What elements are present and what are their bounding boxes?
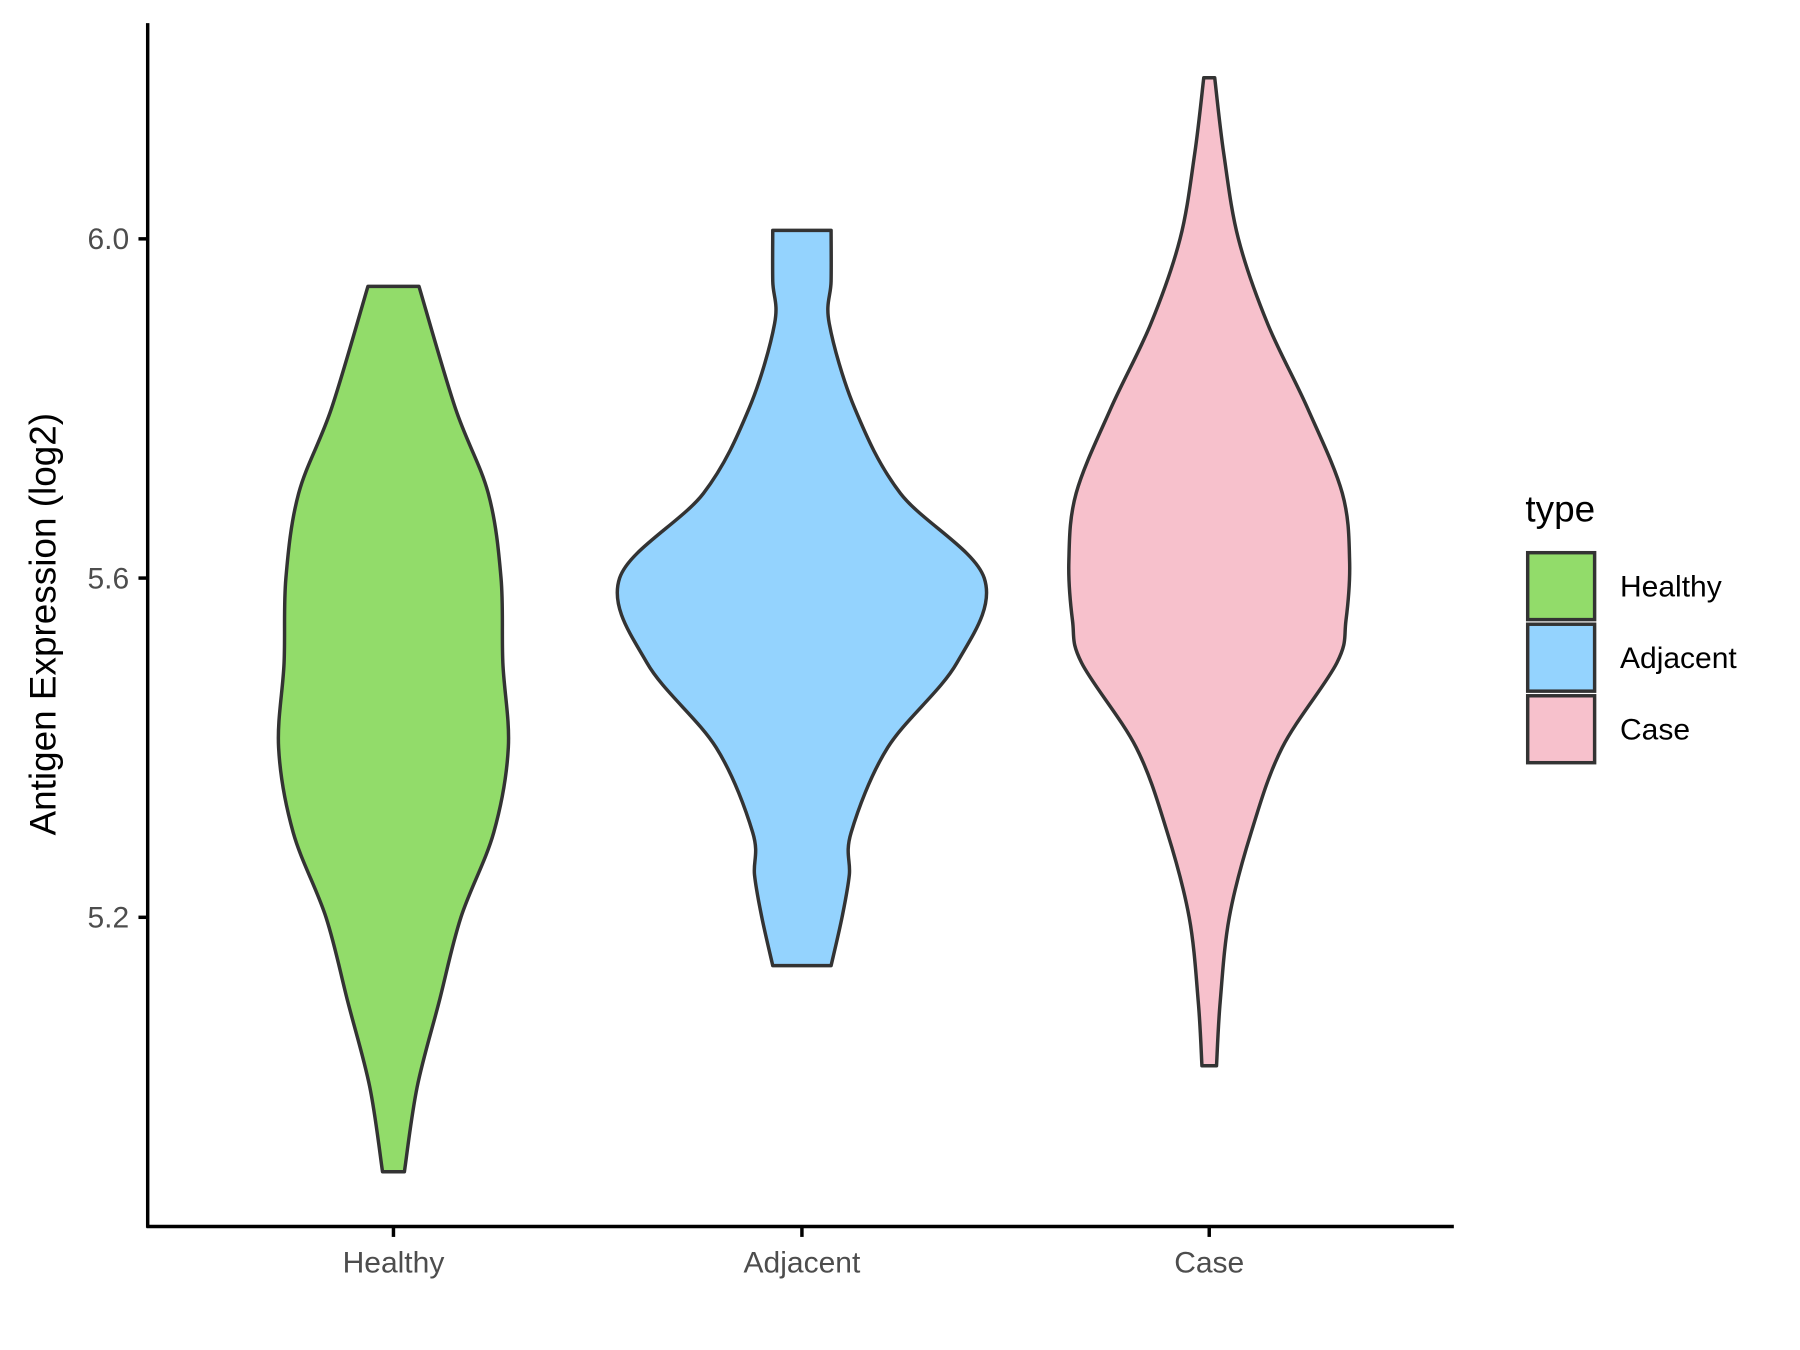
- y-tick-label: 6.0: [88, 223, 130, 256]
- legend-key-healthy: [1525, 550, 1597, 622]
- legend-key-adjacent: [1525, 622, 1597, 693]
- y-axis-title: Antigen Expression (log2): [22, 413, 63, 836]
- violin-adjacent: [615, 228, 989, 968]
- legend-title: type: [1525, 489, 1595, 530]
- legend-label: Healthy: [1620, 571, 1722, 604]
- legend-key-case: [1525, 694, 1597, 765]
- y-tick-label: 5.2: [88, 902, 130, 935]
- y-ticks: 5.2 5.6 6.0: [88, 223, 148, 935]
- violin-case: [1067, 75, 1352, 1068]
- x-tick-label: Adjacent: [744, 1247, 861, 1280]
- x-ticks: Healthy Adjacent Case: [343, 1226, 1244, 1280]
- y-tick-label: 5.6: [88, 562, 130, 595]
- legend: type Healthy Adjacent Case: [1525, 489, 1737, 765]
- legend-label: Adjacent: [1620, 642, 1737, 675]
- violin-healthy: [276, 284, 511, 1174]
- violins: [276, 75, 1352, 1174]
- x-tick-label: Healthy: [343, 1247, 445, 1280]
- x-tick-label: Case: [1174, 1247, 1244, 1280]
- legend-label: Case: [1620, 714, 1690, 747]
